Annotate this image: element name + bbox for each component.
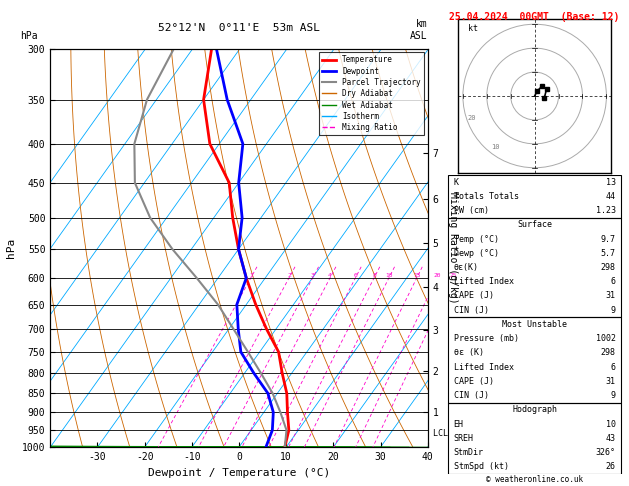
Text: 1.23: 1.23: [596, 206, 616, 215]
Text: Pressure (mb): Pressure (mb): [454, 334, 519, 343]
Text: Most Unstable: Most Unstable: [502, 320, 567, 329]
Text: 2: 2: [287, 273, 291, 278]
Text: PW (cm): PW (cm): [454, 206, 489, 215]
Text: 9.7: 9.7: [601, 235, 616, 243]
Text: 8: 8: [372, 273, 376, 278]
Text: 298: 298: [601, 348, 616, 357]
Text: 52°12'N  0°11'E  53m ASL: 52°12'N 0°11'E 53m ASL: [158, 23, 320, 33]
Text: 6: 6: [353, 273, 357, 278]
Text: 44: 44: [606, 192, 616, 201]
Text: SREH: SREH: [454, 434, 474, 443]
X-axis label: Dewpoint / Temperature (°C): Dewpoint / Temperature (°C): [148, 468, 330, 478]
Text: 298: 298: [601, 263, 616, 272]
Text: CIN (J): CIN (J): [454, 391, 489, 400]
Text: 25.04.2024  00GMT  (Base: 12): 25.04.2024 00GMT (Base: 12): [450, 12, 620, 22]
Text: Lifted Index: Lifted Index: [454, 363, 514, 372]
Text: 43: 43: [606, 434, 616, 443]
Text: EH: EH: [454, 419, 464, 429]
Bar: [448, 317, 621, 403]
Text: θε(K): θε(K): [454, 263, 479, 272]
Text: 10: 10: [385, 273, 392, 278]
Text: 26: 26: [606, 462, 616, 471]
Text: 9: 9: [611, 391, 616, 400]
Legend: Temperature, Dewpoint, Parcel Trajectory, Dry Adiabat, Wet Adiabat, Isotherm, Mi: Temperature, Dewpoint, Parcel Trajectory…: [320, 52, 424, 135]
Text: CAPE (J): CAPE (J): [454, 377, 494, 386]
Text: km
ASL: km ASL: [410, 19, 428, 41]
Text: 31: 31: [606, 292, 616, 300]
Text: LCL: LCL: [428, 429, 448, 438]
Text: kt: kt: [468, 24, 477, 34]
Text: 1002: 1002: [596, 334, 616, 343]
Text: 31: 31: [606, 377, 616, 386]
Text: K: K: [454, 177, 459, 187]
Text: 10: 10: [492, 143, 500, 150]
Text: Dewp (°C): Dewp (°C): [454, 249, 499, 258]
Text: 20: 20: [468, 115, 476, 121]
Bar: [448, 403, 621, 474]
Text: StmSpd (kt): StmSpd (kt): [454, 462, 509, 471]
Text: Surface: Surface: [517, 220, 552, 229]
Text: 1: 1: [249, 273, 253, 278]
Text: 15: 15: [413, 273, 420, 278]
Text: Temp (°C): Temp (°C): [454, 235, 499, 243]
Text: 13: 13: [606, 177, 616, 187]
Text: 25: 25: [450, 273, 457, 278]
Y-axis label: hPa: hPa: [6, 238, 16, 258]
Text: Lifted Index: Lifted Index: [454, 277, 514, 286]
Text: CAPE (J): CAPE (J): [454, 292, 494, 300]
Text: © weatheronline.co.uk: © weatheronline.co.uk: [486, 474, 583, 484]
Text: 5.7: 5.7: [601, 249, 616, 258]
Text: 326°: 326°: [596, 448, 616, 457]
Bar: [448, 175, 621, 218]
Text: hPa: hPa: [20, 31, 38, 41]
Text: 6: 6: [611, 277, 616, 286]
Text: 4: 4: [328, 273, 332, 278]
Text: 3: 3: [311, 273, 314, 278]
Text: CIN (J): CIN (J): [454, 306, 489, 314]
Text: 10: 10: [606, 419, 616, 429]
Text: Hodograph: Hodograph: [512, 405, 557, 414]
Text: 6: 6: [611, 363, 616, 372]
Text: θε (K): θε (K): [454, 348, 484, 357]
Text: 20: 20: [433, 273, 441, 278]
Text: StmDir: StmDir: [454, 448, 484, 457]
Text: 9: 9: [611, 306, 616, 314]
Bar: [448, 218, 621, 317]
Text: Totals Totals: Totals Totals: [454, 192, 519, 201]
Y-axis label: Mixing Ratio (g/kg): Mixing Ratio (g/kg): [448, 192, 458, 304]
